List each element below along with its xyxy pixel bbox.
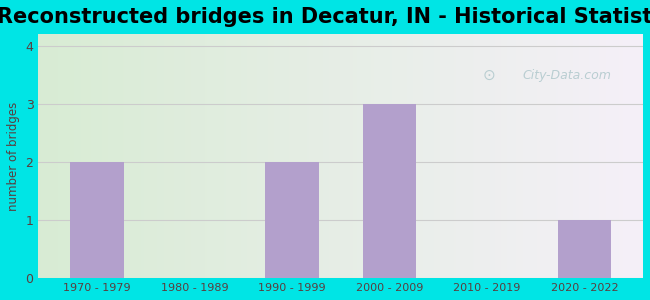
Bar bbox=[558, 220, 612, 278]
Title: Reconstructed bridges in Decatur, IN - Historical Statistics: Reconstructed bridges in Decatur, IN - H… bbox=[0, 7, 650, 27]
Bar bbox=[265, 162, 318, 278]
Bar bbox=[70, 162, 124, 278]
Bar bbox=[363, 104, 416, 278]
Y-axis label: number of bridges: number of bridges bbox=[7, 101, 20, 211]
Text: City-Data.com: City-Data.com bbox=[522, 69, 611, 82]
Text: ⊙: ⊙ bbox=[482, 68, 495, 83]
